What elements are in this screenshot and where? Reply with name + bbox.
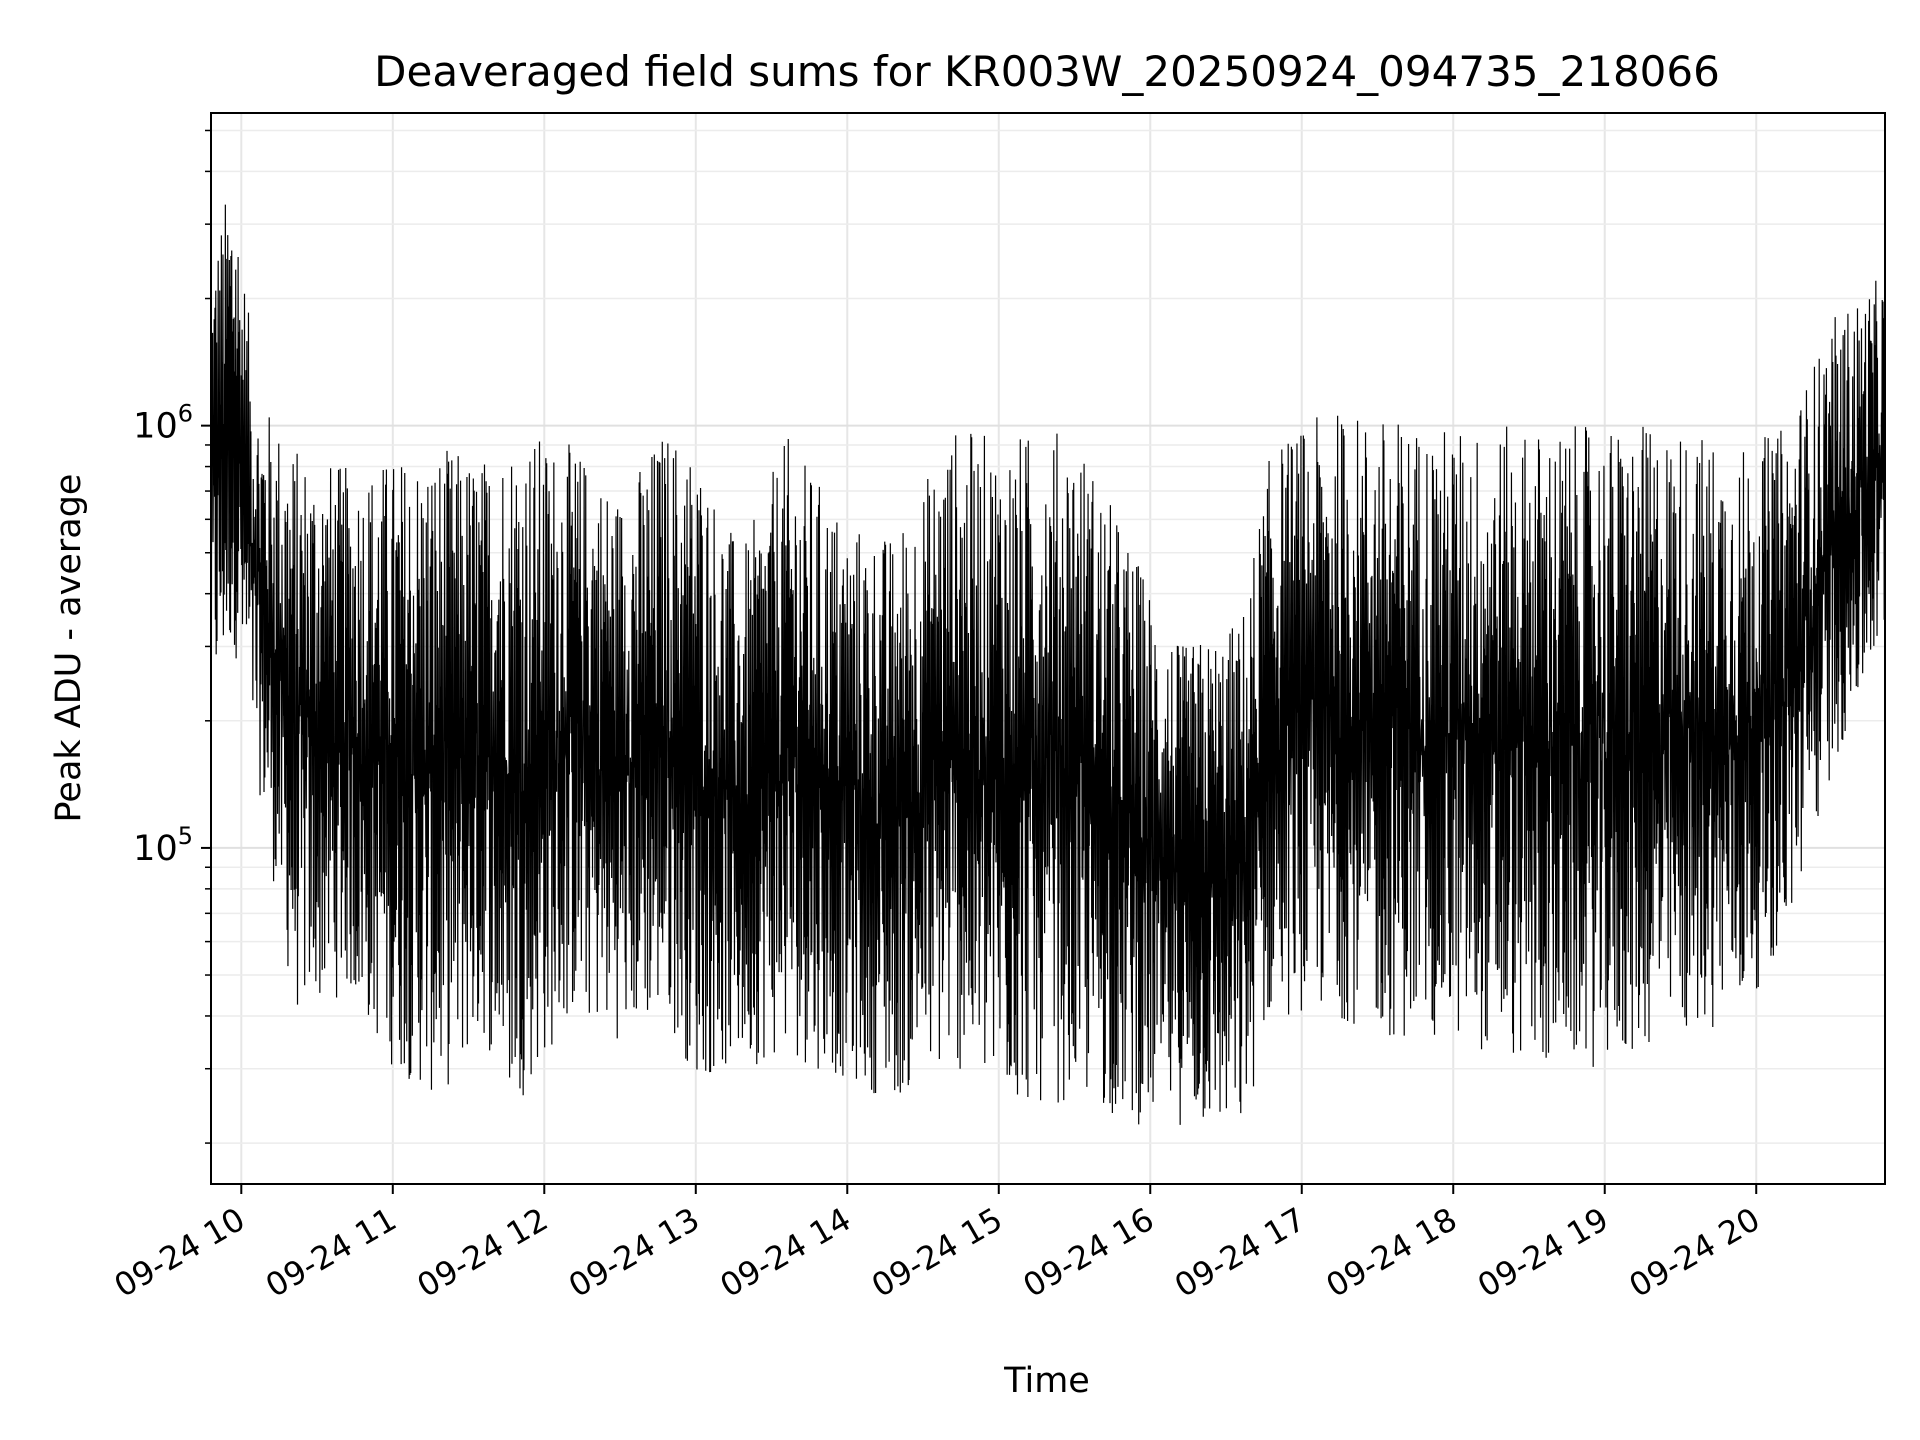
x-axis-label: Time [1003, 1361, 1090, 1401]
y-axis-label: Peak ADU - average [49, 474, 89, 823]
plot-frame [210, 112, 1886, 1185]
chart-title: Deaveraged field sums for KR003W_2025092… [374, 47, 1720, 96]
series-line [210, 204, 1886, 1125]
y-tick-label: 106 [133, 400, 193, 447]
y-tick-label: 105 [133, 822, 193, 869]
data-trace [210, 204, 1886, 1125]
y-axis: 105 106 [133, 129, 211, 1144]
